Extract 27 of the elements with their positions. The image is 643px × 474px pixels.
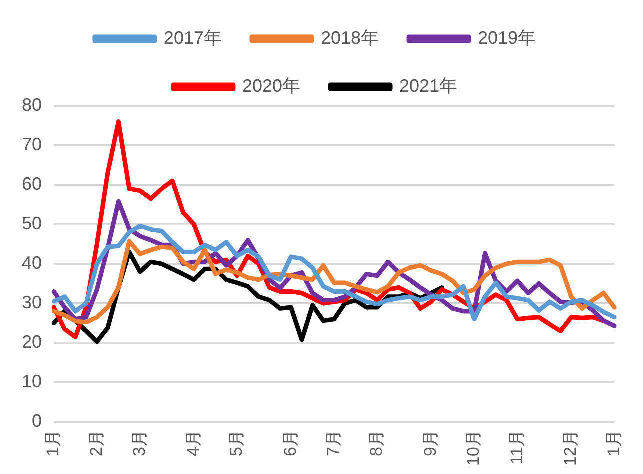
y-tick-label: 60 — [22, 174, 42, 194]
x-tick-label: 7月 — [324, 430, 343, 457]
x-tick-label: 10月 — [464, 430, 484, 466]
x-tick-label: 3月 — [130, 430, 149, 457]
x-tick-label: 4月 — [184, 430, 203, 457]
x-tick-label: 9月 — [421, 430, 440, 457]
y-tick-label: 50 — [22, 214, 42, 234]
x-tick-label: 8月 — [367, 430, 386, 457]
x-tick-label: 6月 — [280, 430, 300, 457]
x-tick-label: 11月 — [507, 430, 526, 465]
legend-label: 2021年 — [400, 76, 458, 96]
legend-label: 2019年 — [478, 28, 536, 48]
x-tick-label: 1月 — [604, 430, 624, 457]
x-tick-label: 2月 — [86, 430, 106, 457]
legend-label: 2017年 — [164, 28, 222, 48]
x-tick-label: 1月 — [44, 430, 63, 457]
y-tick-label: 20 — [22, 332, 42, 352]
x-tick-label: 12月 — [561, 430, 580, 466]
y-tick-label: 0 — [32, 411, 42, 432]
x-tick-label: 5月 — [226, 430, 246, 457]
y-tick-label: 70 — [22, 134, 42, 154]
legend-label: 2020年 — [242, 76, 301, 96]
y-tick-label: 80 — [22, 94, 42, 115]
y-tick-label: 10 — [22, 372, 42, 392]
legend-label: 2018年 — [320, 28, 380, 48]
y-tick-label: 30 — [22, 292, 42, 313]
y-tick-label: 40 — [22, 253, 42, 274]
